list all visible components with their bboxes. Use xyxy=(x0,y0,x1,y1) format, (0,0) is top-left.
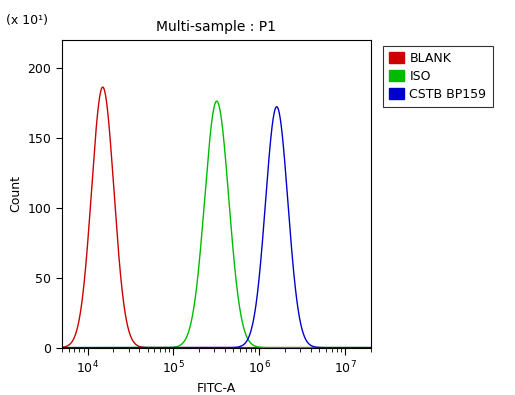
Y-axis label: Count: Count xyxy=(9,175,22,212)
Legend: BLANK, ISO, CSTB BP159: BLANK, ISO, CSTB BP159 xyxy=(383,46,493,107)
X-axis label: FITC-A: FITC-A xyxy=(197,382,236,395)
Title: Multi-sample : P1: Multi-sample : P1 xyxy=(156,20,277,34)
Text: (x 10¹): (x 10¹) xyxy=(6,14,48,27)
